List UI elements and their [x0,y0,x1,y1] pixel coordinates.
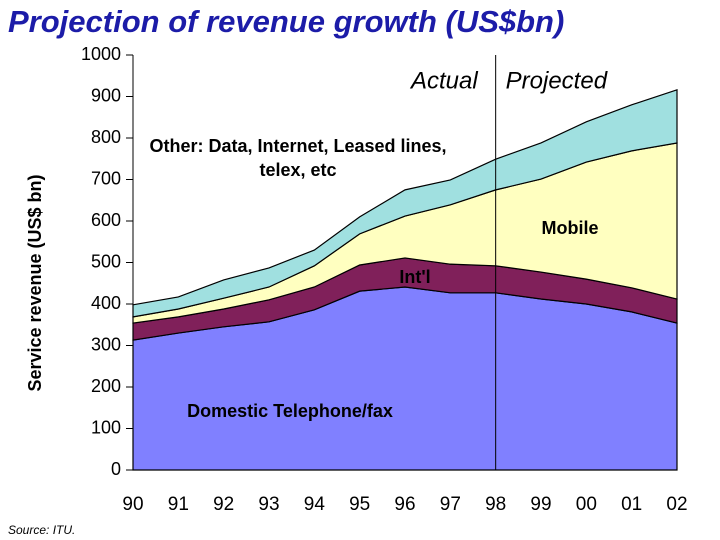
y-tick-label: 500 [91,251,121,271]
y-tick-label: 1000 [81,44,121,64]
x-tick-label: 95 [349,494,370,515]
series-label: Other: Data, Internet, Leased lines, tel… [149,136,447,180]
x-tick-label: 02 [666,494,687,515]
series-label: Mobile [541,218,599,238]
y-tick-label: 600 [91,210,121,230]
area [132,89,678,318]
x-tick-label: 99 [530,494,551,515]
y-tick-label: 900 [91,85,121,105]
y-axis-label: Service revenue (US$ bn) [25,174,45,391]
x-tick-label: 00 [576,494,597,515]
x-tick-label: 93 [258,494,279,515]
y-tick-label: 300 [91,334,121,354]
source: Source: ITU. [8,523,75,537]
y-tick-label: 0 [111,459,121,479]
x-tick-label: 97 [440,494,461,515]
x-tick-label: 98 [485,494,506,515]
annotation: Actual [409,67,478,94]
annotation: Projected [506,67,608,94]
y-tick-label: 400 [91,293,121,313]
y-tick-label: 200 [91,376,121,396]
x-tick-label: 92 [213,494,234,515]
x-tick-label: 94 [304,494,326,515]
x-tick-label: 91 [168,494,189,515]
x-tick-label: 96 [394,494,415,515]
series-label: Domestic Telephone/fax [187,401,393,421]
y-tick-label: 100 [91,417,121,437]
y-tick-label: 800 [91,127,121,147]
chart-title: Projection of revenue growth (US$bn) [8,4,564,39]
y-tick-label: 700 [91,168,121,188]
x-tick-label: 90 [122,494,143,515]
x-tick-label: 01 [621,494,642,515]
series-label: Int'l [399,267,431,287]
